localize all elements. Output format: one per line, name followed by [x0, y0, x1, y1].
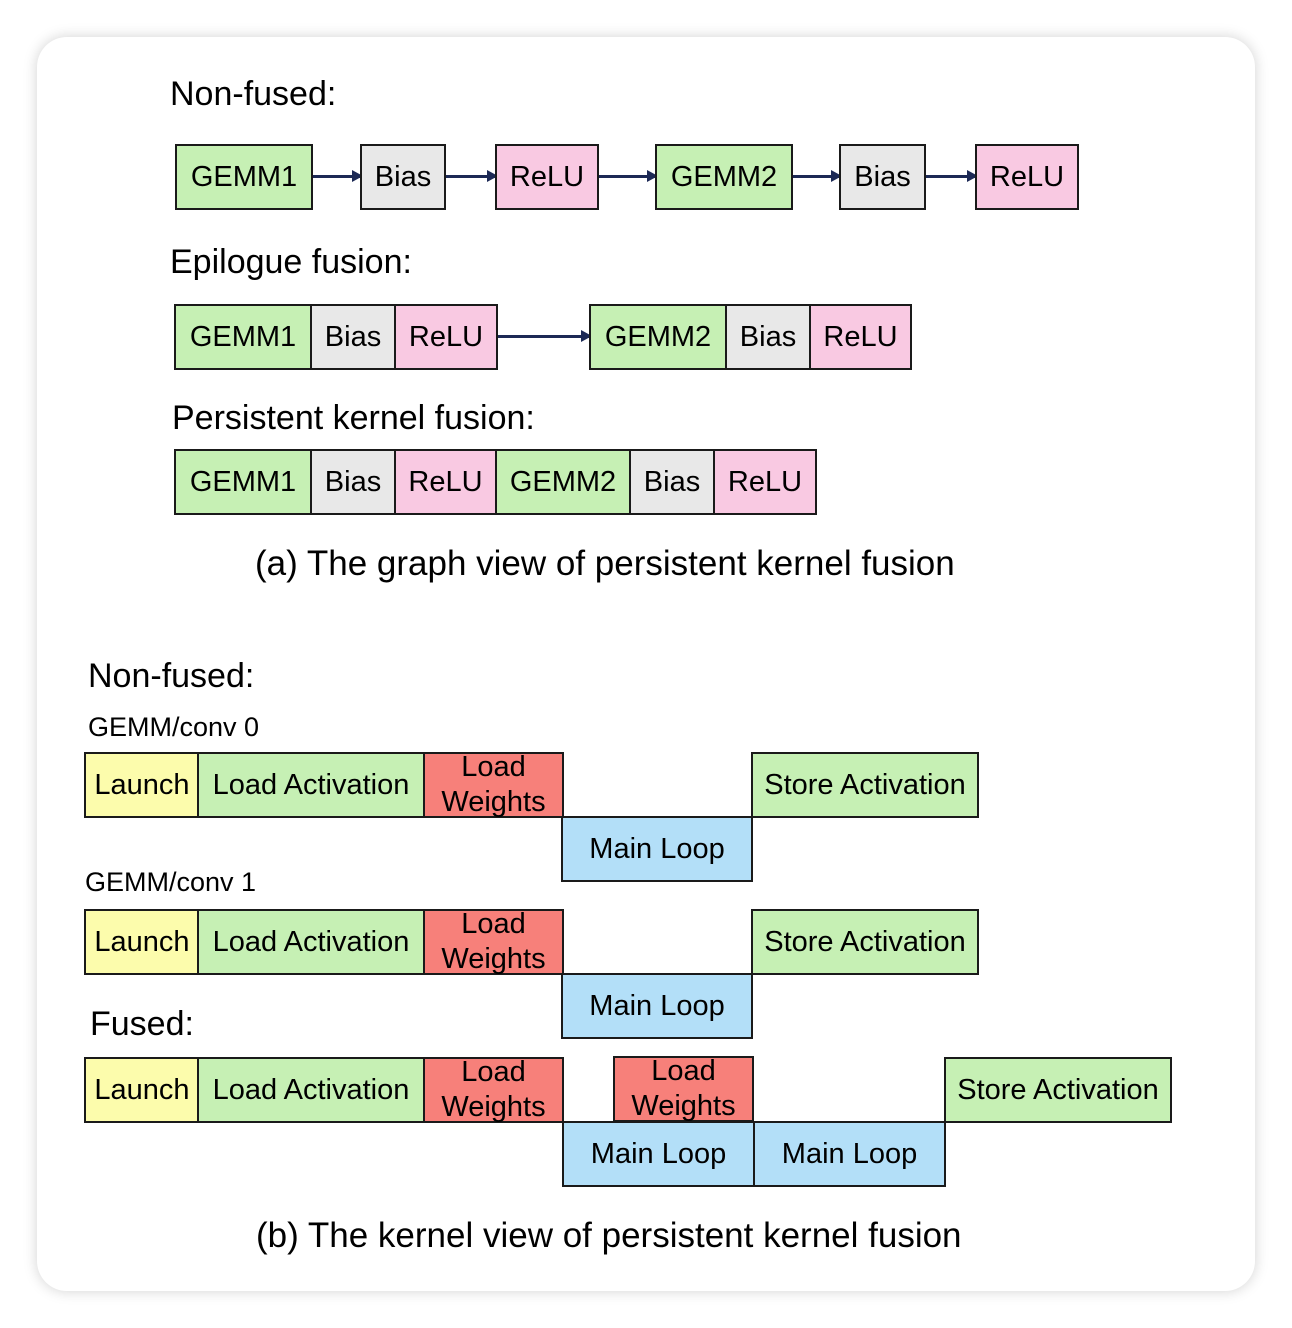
- kf-store-activation-block: Store Activation: [944, 1057, 1172, 1123]
- nf-gemm2-node: GEMM2: [655, 144, 793, 210]
- k1-main-loop-block: Main Loop: [561, 973, 753, 1039]
- k0-load-weights-line1: Load: [461, 751, 526, 783]
- nf-arrow-3: [599, 170, 658, 182]
- graph-non-fused-label: Non-fused:: [170, 75, 337, 113]
- nf-gemm1-node: GEMM1: [175, 144, 313, 210]
- nf-arrow-1: [313, 170, 363, 182]
- pk-gemm2-node: GEMM2: [495, 449, 631, 515]
- kf-load-weights-1-line1: Load: [461, 1056, 526, 1088]
- pk-bias2-node: Bias: [629, 449, 715, 515]
- gemm-conv-1-label: GEMM/conv 1: [85, 867, 257, 897]
- k0-launch-block: Launch: [84, 752, 200, 818]
- kf-load-weights-block-2: Load Weights: [613, 1055, 754, 1122]
- nf-bias1-node: Bias: [360, 144, 446, 210]
- k1-store-activation-block: Store Activation: [751, 909, 979, 975]
- epilogue-fusion-label: Epilogue fusion:: [170, 243, 412, 281]
- kf-load-weights-1-line2: Weights: [441, 1091, 546, 1123]
- k0-load-weights-block: Load Weights: [423, 751, 564, 818]
- k1-load-weights-line2: Weights: [441, 943, 546, 975]
- kf-load-weights-block-1: Load Weights: [423, 1056, 564, 1123]
- nf-arrow-4: [793, 170, 842, 182]
- nf-bias2-node: Bias: [839, 144, 926, 210]
- pk-bias1-node: Bias: [310, 449, 396, 515]
- caption-b: (b) The kernel view of persistent kernel…: [256, 1216, 962, 1255]
- fused-label: Fused:: [90, 1005, 194, 1043]
- ep-relu1-node: ReLU: [394, 304, 498, 370]
- kf-launch-block: Launch: [84, 1057, 200, 1123]
- nf-arrow-5: [926, 170, 978, 182]
- k1-load-weights-block: Load Weights: [423, 908, 564, 975]
- ep-relu2-node: ReLU: [809, 304, 912, 370]
- nf-arrow-2: [446, 170, 498, 182]
- kf-load-activation-block: Load Activation: [197, 1057, 425, 1123]
- k0-main-loop-block: Main Loop: [561, 816, 753, 882]
- persistent-fusion-label: Persistent kernel fusion:: [172, 399, 535, 437]
- kf-load-weights-2-line1: Load: [651, 1055, 716, 1087]
- k1-load-activation-block: Load Activation: [197, 909, 425, 975]
- k0-store-activation-block: Store Activation: [751, 752, 979, 818]
- kf-main-loop-block-1: Main Loop: [562, 1121, 755, 1187]
- k1-load-weights-line1: Load: [461, 908, 526, 940]
- ep-gemm2-node: GEMM2: [589, 304, 727, 370]
- k0-load-activation-block: Load Activation: [197, 752, 425, 818]
- k0-load-weights-line2: Weights: [441, 786, 546, 818]
- ep-arrow: [498, 330, 592, 342]
- k1-launch-block: Launch: [84, 909, 200, 975]
- ep-bias1-node: Bias: [310, 304, 396, 370]
- gemm-conv-0-label: GEMM/conv 0: [88, 712, 260, 742]
- kf-main-loop-block-2: Main Loop: [753, 1121, 946, 1187]
- pk-relu1-node: ReLU: [394, 449, 497, 515]
- ep-bias2-node: Bias: [725, 304, 811, 370]
- ep-gemm1-node: GEMM1: [174, 304, 312, 370]
- pk-relu2-node: ReLU: [713, 449, 817, 515]
- kf-load-weights-2-line2: Weights: [631, 1090, 736, 1122]
- pk-gemm1-node: GEMM1: [174, 449, 312, 515]
- kernel-non-fused-label: Non-fused:: [88, 657, 255, 695]
- nf-relu2-node: ReLU: [975, 144, 1079, 210]
- caption-a: (a) The graph view of persistent kernel …: [255, 544, 955, 583]
- nf-relu1-node: ReLU: [495, 144, 599, 210]
